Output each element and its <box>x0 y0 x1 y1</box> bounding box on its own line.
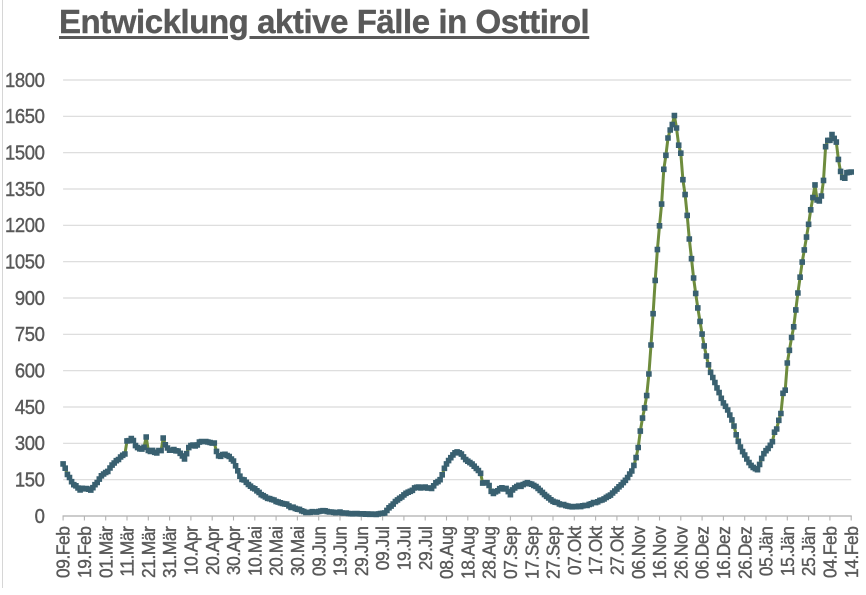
svg-text:20.Apr: 20.Apr <box>202 526 223 575</box>
svg-text:1800: 1800 <box>5 69 45 92</box>
svg-text:19.Jul: 19.Jul <box>394 527 415 571</box>
svg-text:600: 600 <box>15 360 45 383</box>
svg-text:05.Jän: 05.Jän <box>756 527 777 577</box>
svg-text:15.Jän: 15.Jän <box>777 527 798 577</box>
svg-text:750: 750 <box>15 323 45 346</box>
svg-text:29.Jul: 29.Jul <box>415 527 436 571</box>
svg-text:28.Aug: 28.Aug <box>479 527 500 579</box>
svg-text:07.Okt: 07.Okt <box>564 526 585 575</box>
svg-text:26.Nov: 26.Nov <box>671 526 692 579</box>
svg-text:27.Okt: 27.Okt <box>607 526 628 575</box>
svg-text:19.Feb: 19.Feb <box>74 526 95 578</box>
svg-text:26.Dez: 26.Dez <box>735 526 756 579</box>
svg-text:09.Jul: 09.Jul <box>373 527 394 571</box>
svg-text:07.Sep: 07.Sep <box>500 526 521 579</box>
svg-text:10.Mai: 10.Mai <box>245 527 266 577</box>
svg-text:25.Jän: 25.Jän <box>799 527 820 577</box>
svg-text:1050: 1050 <box>5 251 45 274</box>
svg-text:31.Mär: 31.Mär <box>160 526 181 578</box>
svg-text:900: 900 <box>15 287 45 310</box>
svg-text:11.Mär: 11.Mär <box>117 526 138 577</box>
svg-text:10.Apr: 10.Apr <box>181 526 202 575</box>
svg-text:09.Feb: 09.Feb <box>53 526 74 578</box>
svg-text:09.Jun: 09.Jun <box>309 527 330 577</box>
svg-text:16.Nov: 16.Nov <box>650 526 671 579</box>
svg-text:450: 450 <box>15 396 45 419</box>
svg-text:06.Dez: 06.Dez <box>692 526 713 579</box>
svg-text:01.Mär: 01.Mär <box>96 526 117 578</box>
svg-text:0: 0 <box>35 505 45 528</box>
svg-text:17.Sep: 17.Sep <box>522 526 543 579</box>
svg-text:1650: 1650 <box>5 105 45 128</box>
svg-text:20.Mai: 20.Mai <box>266 527 287 577</box>
svg-text:04.Feb: 04.Feb <box>820 526 841 578</box>
svg-text:16.Dez: 16.Dez <box>713 526 734 579</box>
svg-text:21.Mär: 21.Mär <box>138 526 159 578</box>
svg-text:1350: 1350 <box>5 178 45 201</box>
svg-text:1200: 1200 <box>5 214 45 237</box>
svg-text:150: 150 <box>15 469 45 492</box>
svg-text:18.Aug: 18.Aug <box>458 527 479 579</box>
svg-text:08.Aug: 08.Aug <box>437 527 458 579</box>
svg-text:17.Okt: 17.Okt <box>586 526 607 575</box>
svg-text:27.Sep: 27.Sep <box>543 526 564 579</box>
svg-text:1500: 1500 <box>5 142 45 165</box>
svg-text:29.Jun: 29.Jun <box>351 527 372 577</box>
svg-text:30.Mai: 30.Mai <box>287 527 308 577</box>
svg-text:06.Nov: 06.Nov <box>628 526 649 579</box>
svg-text:19.Jun: 19.Jun <box>330 527 351 577</box>
svg-text:14.Feb: 14.Feb <box>841 526 862 578</box>
svg-text:30.Apr: 30.Apr <box>224 526 245 575</box>
svg-text:300: 300 <box>15 432 45 455</box>
